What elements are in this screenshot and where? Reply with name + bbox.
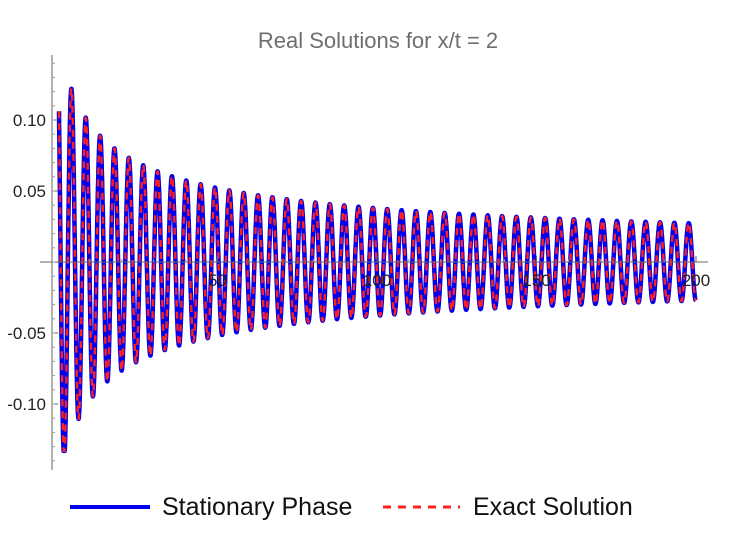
series-layer — [56, 86, 698, 454]
legend-label-exact-solution: Exact Solution — [473, 493, 633, 521]
plot-area: 50 100 150 200 0.10 0.05 -0.05 -0.10 — [7, 55, 710, 470]
y-tick-label: -0.10 — [7, 395, 46, 414]
y-tick-label: -0.05 — [7, 324, 46, 343]
x-tick-label: 200 — [682, 271, 710, 290]
legend-label-stationary-phase: Stationary Phase — [162, 493, 352, 521]
y-tick-label: 0.05 — [13, 182, 46, 201]
x-tick-label: 50 — [208, 271, 227, 290]
legend: Stationary Phase Exact Solution — [70, 493, 633, 521]
legend-item-exact-solution: Exact Solution — [383, 493, 633, 521]
x-tick-label: 100 — [363, 271, 391, 290]
y-ticks: 0.10 0.05 -0.05 -0.10 — [7, 62, 58, 462]
legend-item-stationary-phase: Stationary Phase — [70, 493, 352, 521]
y-tick-label: 0.10 — [13, 111, 46, 130]
chart-title: Real Solutions for x/t = 2 — [258, 28, 498, 53]
series-line-exact-solution — [57, 87, 697, 453]
x-tick-label: 150 — [522, 271, 550, 290]
x-ticks: 50 100 150 200 — [89, 256, 710, 290]
